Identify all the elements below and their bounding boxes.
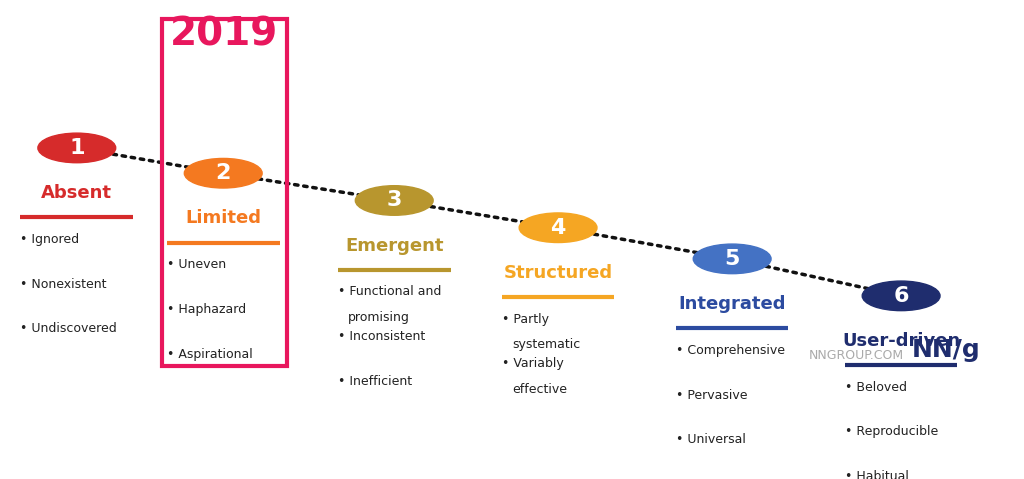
Text: • Functional and: • Functional and xyxy=(338,285,441,298)
Text: • Beloved: • Beloved xyxy=(845,381,907,394)
Text: 1: 1 xyxy=(69,138,85,158)
Circle shape xyxy=(693,244,771,274)
Text: • Reproducible: • Reproducible xyxy=(845,425,938,438)
Text: • Haphazard: • Haphazard xyxy=(167,303,246,316)
Text: Structured: Structured xyxy=(504,264,612,282)
Text: Limited: Limited xyxy=(185,209,261,228)
Text: promising: promising xyxy=(348,311,410,324)
Text: • Nonexistent: • Nonexistent xyxy=(20,277,106,291)
Text: Absent: Absent xyxy=(41,184,113,202)
Circle shape xyxy=(862,281,940,311)
Text: Emergent: Emergent xyxy=(345,237,443,255)
Text: NNGROUP.COM: NNGROUP.COM xyxy=(809,349,904,362)
Text: 6: 6 xyxy=(893,286,909,306)
Text: 4: 4 xyxy=(550,218,566,238)
Text: • Variably: • Variably xyxy=(502,357,563,370)
Text: 2: 2 xyxy=(215,163,231,183)
Text: NN/g: NN/g xyxy=(911,338,980,362)
Text: effective: effective xyxy=(512,383,567,396)
Circle shape xyxy=(519,213,597,242)
Text: 2019: 2019 xyxy=(170,16,279,54)
Text: • Inconsistent: • Inconsistent xyxy=(338,330,425,343)
Text: • Ignored: • Ignored xyxy=(20,233,80,246)
Text: • Partly: • Partly xyxy=(502,313,549,326)
Text: systematic: systematic xyxy=(512,338,581,351)
Text: Integrated: Integrated xyxy=(679,295,785,313)
Text: • Undiscovered: • Undiscovered xyxy=(20,322,117,335)
Text: • Habitual: • Habitual xyxy=(845,470,908,479)
Text: • Aspirational: • Aspirational xyxy=(167,348,253,361)
Text: • Uneven: • Uneven xyxy=(167,258,226,271)
Text: 3: 3 xyxy=(386,191,402,210)
Text: User-driven: User-driven xyxy=(842,332,961,350)
Text: • Universal: • Universal xyxy=(676,433,745,446)
Circle shape xyxy=(355,186,433,215)
Circle shape xyxy=(184,159,262,188)
Text: • Pervasive: • Pervasive xyxy=(676,388,748,401)
Text: • Inefficient: • Inefficient xyxy=(338,375,412,388)
Circle shape xyxy=(38,133,116,163)
Text: • Comprehensive: • Comprehensive xyxy=(676,344,784,357)
Text: 5: 5 xyxy=(724,249,740,269)
